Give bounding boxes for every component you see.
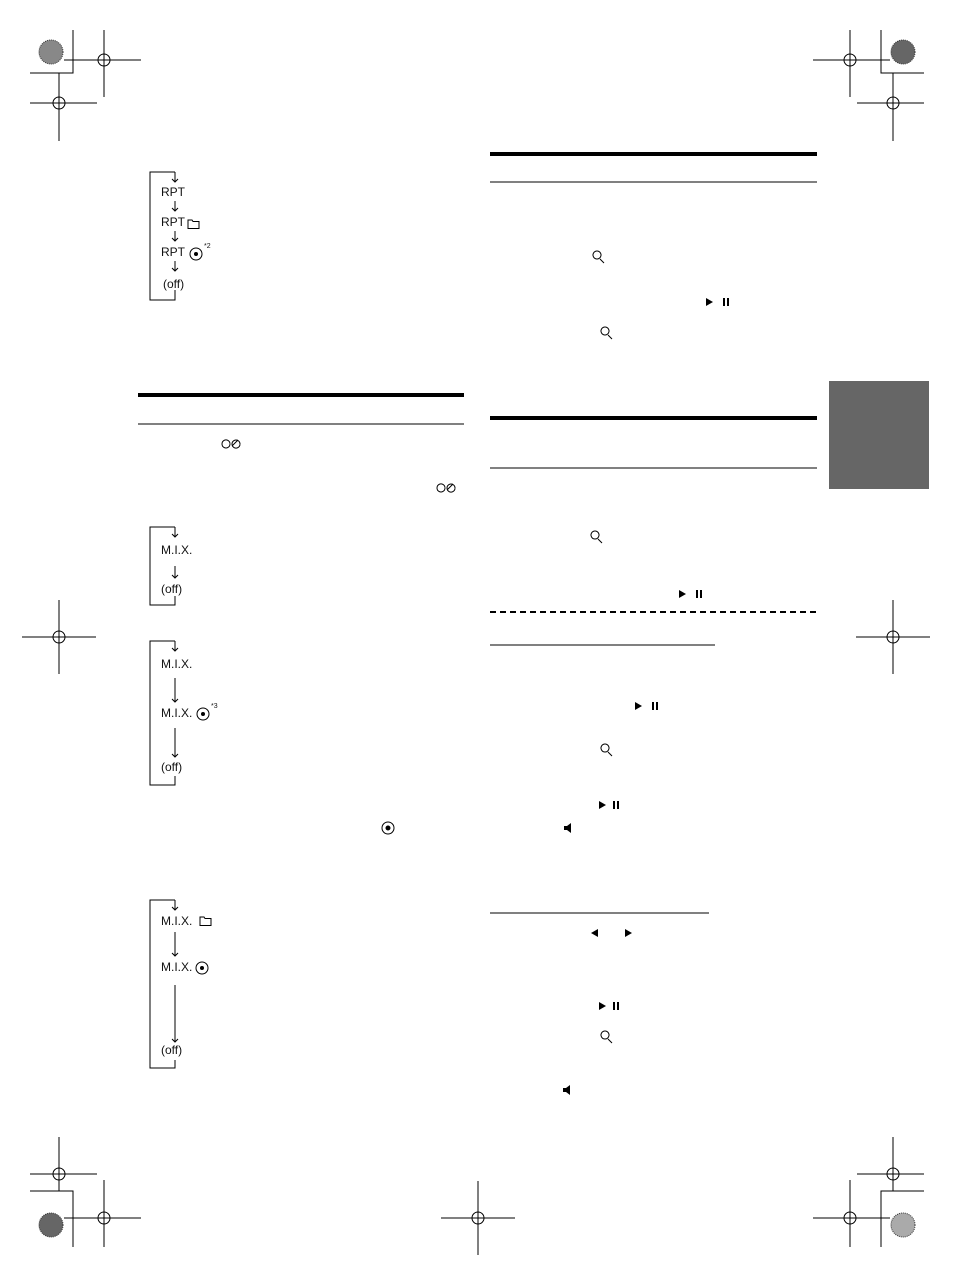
search-icon [590,250,613,1044]
flow-bracket [149,171,179,301]
loop-icon [221,439,241,449]
footnote-mark: *3 [211,703,218,710]
footnote-mark: *2 [204,243,211,250]
flow-bracket [149,526,179,606]
starbursts [38,39,916,1238]
repeat-flow: RPT RPT RPT *2 (off) [149,171,211,301]
play-pause-icon [679,590,702,598]
play-pause-icon [599,1002,619,1010]
reg-mark [886,1167,900,1181]
reg-mark [52,96,66,110]
play-pause-icon [706,298,729,306]
search-icon [590,530,603,544]
mix-flow-2: M.I.X. M.I.X. *3 (off) [149,640,218,786]
starburst [38,1212,64,1238]
folder-icon [199,916,212,926]
arrow-icons [591,929,632,937]
disc-inner [385,825,391,831]
flow-item: (off) [161,1043,182,1057]
crop-lines [30,30,141,141]
flow-item: M.I.X. [161,543,192,557]
disc-outer [195,961,209,975]
mute-icon [563,1085,575,1095]
reg-mark [97,53,111,67]
crop-marks [22,30,930,1255]
crop-lines [813,30,924,141]
search-icon [592,250,605,264]
flow-item: M.I.X. [161,960,192,974]
icons [221,250,729,1095]
flow-bracket [149,640,179,786]
disc-inner [200,966,204,970]
heading-rule [490,416,817,420]
disc-inner [194,252,198,256]
disc-outer [381,821,395,835]
mix-flow-3: M.I.X. M.I.X. (off) [149,899,212,1069]
heading-rule [490,152,817,156]
disc-icon [381,821,395,835]
mix-flow-1: M.I.X. (off) [149,526,192,606]
starburst [890,39,916,65]
disc-outer [189,247,203,261]
flow-item: (off) [161,582,182,596]
rules [138,152,817,914]
crop-lines [22,600,930,1255]
flow-item: (off) [161,760,182,774]
search-icon [600,1030,613,1044]
reg-mark [52,1167,66,1181]
reg-mark [886,96,900,110]
flow-item: RPT [161,245,186,259]
side-tab [829,381,929,489]
reg-mark [97,1211,111,1225]
reg-mark [843,1211,857,1225]
play-pause-icons [563,298,729,1095]
flow-item: RPT [161,185,186,199]
flow-item: RPT [161,215,186,229]
starburst [38,39,64,65]
disc-outer [196,707,210,721]
flow-item: (off) [163,277,184,291]
mute-icon [564,823,576,833]
disc-inner [201,712,205,716]
loop-icon [436,483,456,493]
heading-rule [138,393,464,397]
flow-item: M.I.X. [161,914,192,928]
play-pause-icon [635,702,658,710]
search-icon [600,743,613,757]
loop-icons [221,439,456,493]
flow-item: M.I.X. [161,706,192,720]
crop-lines [813,1137,924,1247]
starburst [890,1212,916,1238]
flow-bracket [149,899,179,1069]
reg-mark [843,53,857,67]
reg-mark [886,630,900,644]
folder-icon [187,219,200,229]
search-icon [600,326,613,340]
reg-mark [52,630,66,644]
play-pause-icon [599,801,619,809]
crop-lines [30,1137,141,1247]
flow-item: M.I.X. [161,657,192,671]
reg-mark [471,1211,485,1225]
